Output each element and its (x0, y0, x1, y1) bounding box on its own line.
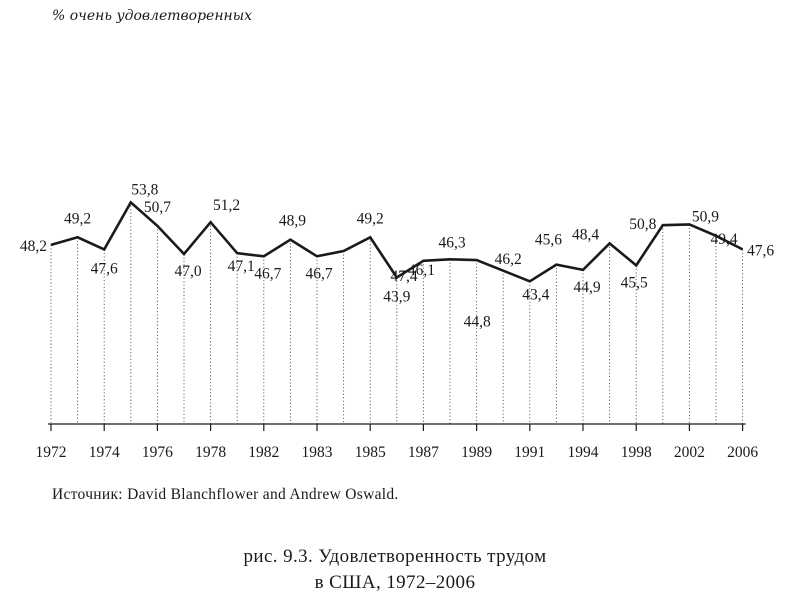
data-label: 50,9 (692, 208, 719, 225)
data-label: 45,6 (535, 232, 562, 249)
data-label: 49,4 (710, 231, 737, 248)
x-tick-label: 1994 (568, 444, 599, 461)
data-labels: 48,249,247,653,850,747,051,247,1 46,748,9… (20, 181, 775, 330)
data-label: 47,6 (747, 242, 774, 259)
x-tick-label: 1983 (302, 444, 333, 461)
data-label: 47,0 (174, 263, 201, 280)
data-label: 47,6 (91, 260, 118, 277)
data-label: 49,2 (357, 210, 384, 227)
data-label: 46,7 (305, 265, 332, 282)
x-tick-label: 1985 (355, 444, 386, 461)
data-label: 43,4 (522, 286, 549, 303)
x-tick-label: 1972 (36, 444, 67, 461)
figure-caption-line-1: рис. 9.3. Удовлетворенность трудом (243, 546, 547, 567)
data-label: 46,3 (438, 234, 465, 251)
x-tick-label: 1989 (461, 444, 492, 461)
data-label: 45,5 (621, 274, 648, 291)
data-label: 53,8 (131, 181, 158, 198)
data-label: 46,2 (495, 251, 522, 268)
data-label: 44,8 (464, 314, 491, 331)
y-axis-label: % очень удовлетворенных (52, 8, 253, 24)
source-note: Источник: David Blanchflower and Andrew … (52, 486, 399, 503)
data-label: 44,9 (573, 279, 600, 296)
x-tick-label: 1978 (195, 444, 226, 461)
data-label: 48,2 (20, 238, 47, 255)
data-label: 51,2 (213, 197, 240, 214)
x-tick-label: 1976 (142, 444, 173, 461)
x-tick-label: 1998 (621, 444, 652, 461)
data-label: 48,9 (279, 213, 306, 230)
series-line (50, 200, 744, 283)
x-tick-label: 1974 (89, 444, 120, 461)
drop-lines (50, 202, 744, 424)
x-tick-label: 2006 (727, 444, 758, 461)
data-label: 50,8 (629, 216, 656, 233)
data-label: 49,2 (64, 210, 91, 227)
x-tick-label: 1991 (514, 444, 545, 461)
data-label: 46,7 (254, 265, 281, 282)
x-axis-ticks: 1972 1974 1976 1978 1982 1983 1985 1987 1989 1991… (36, 424, 758, 461)
data-label: 47,1 (228, 258, 255, 275)
data-label: 47,4 (390, 268, 417, 285)
data-label: 46,1 (408, 262, 435, 279)
data-label: 50,7 (144, 199, 171, 216)
x-tick-label: 1987 (408, 444, 439, 461)
data-label: 48,4 (572, 226, 599, 243)
x-tick-label: 1982 (248, 444, 279, 461)
data-label: 43,9 (383, 289, 410, 306)
x-tick-label: 2002 (674, 444, 705, 461)
figure-caption-line-2: в США, 1972–2006 (314, 572, 476, 593)
